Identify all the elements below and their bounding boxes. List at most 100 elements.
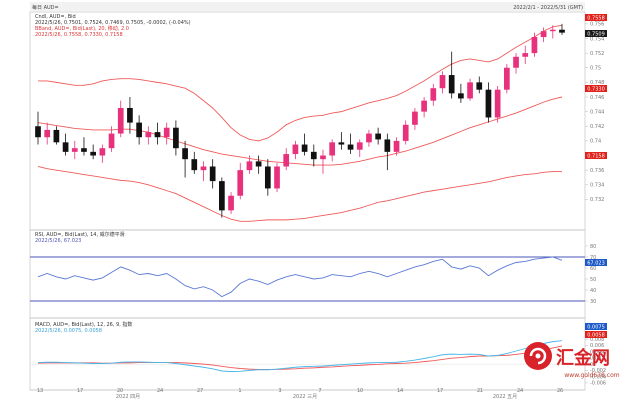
- badge-bb-mid: 0.7330: [585, 85, 607, 93]
- candle: [219, 177, 225, 218]
- bollinger-bands: [37, 24, 563, 222]
- candle-body: [237, 170, 244, 196]
- macd-tick-label: 0.006: [590, 343, 604, 349]
- badge-last-price-text: 0.7509: [587, 32, 605, 38]
- badge-bb-upper-text: 0.7558: [587, 16, 605, 22]
- month-label-may: 2022 五月: [493, 394, 517, 400]
- candle-body: [145, 132, 152, 138]
- price-tick-label: 0.74: [590, 139, 601, 145]
- watermark-brand: 汇金网: [556, 347, 610, 369]
- macd-tick-label: 0.002: [590, 356, 604, 362]
- candle-body: [264, 166, 271, 189]
- badge-rsi-value-text: 67.023: [587, 261, 605, 267]
- rsi-tick-label: 70: [590, 255, 596, 261]
- badge-macd-signal: 0.0058: [585, 331, 607, 339]
- candle: [117, 100, 124, 138]
- macd-series: [37, 340, 563, 373]
- macd-panel-frame: [29, 317, 586, 391]
- top-bar: [30, 2, 585, 11]
- candle-body: [467, 82, 473, 99]
- candle-body: [448, 75, 455, 94]
- candle: [347, 133, 354, 155]
- candle: [393, 137, 400, 156]
- candle: [154, 122, 161, 145]
- candle: [430, 83, 437, 106]
- candle-body: [173, 127, 179, 149]
- candle-body: [522, 53, 529, 57]
- badge-last-price: 0.7509: [585, 30, 607, 38]
- date-tick-label: 7: [318, 388, 321, 394]
- month-label-march: 2022 三月: [293, 394, 317, 400]
- candle: [513, 53, 519, 74]
- badge-bb-lower-text: 0.7158: [587, 154, 605, 160]
- macd-tick-label: 0: [590, 362, 593, 368]
- candle-body: [200, 166, 207, 171]
- date-tick-label: 13: [37, 388, 43, 394]
- macd-legend-line2: 2022/5/26, 0.0075, 0.0058: [35, 328, 102, 334]
- candle: [559, 23, 565, 35]
- candle: [127, 96, 133, 134]
- macd-main-line: [37, 340, 563, 373]
- bb-upper-line: [38, 24, 563, 142]
- price-tick-label: 0.756: [590, 22, 604, 28]
- candle: [209, 159, 216, 189]
- candle-body: [163, 127, 170, 138]
- candle-body: [494, 89, 501, 118]
- top-bar-right-text: 2022/2/1 - 2022/5/31 (GMT): [513, 5, 583, 11]
- candle: [549, 25, 556, 39]
- candle: [35, 111, 41, 145]
- date-tick-label: 21: [477, 388, 483, 394]
- candle-body: [503, 67, 510, 90]
- watermark-logo-dot: [535, 353, 541, 359]
- date-tick-label: 26: [557, 388, 563, 394]
- candle-body: [439, 75, 446, 89]
- candle-body: [476, 82, 483, 90]
- candle-body: [356, 142, 363, 150]
- watermark-logo-mark: [529, 347, 547, 365]
- candle-body: [35, 126, 41, 138]
- macd-tick-label: -0.006: [590, 381, 606, 387]
- candle: [421, 96, 427, 118]
- candle-body: [228, 195, 234, 211]
- price-tick-label: 0.75: [590, 66, 601, 72]
- candle-body: [62, 142, 69, 152]
- rsi-legend-line2: 2022/5/26, 67.023: [35, 238, 81, 244]
- candle-body: [117, 107, 124, 134]
- rsi-tick-label: 80: [590, 244, 596, 250]
- date-tick-label: 24: [157, 388, 163, 394]
- candle: [182, 140, 188, 178]
- candle: [71, 140, 78, 160]
- candle: [375, 127, 381, 145]
- badge-bb-mid-text: 0.7330: [587, 87, 605, 93]
- candle-body: [283, 154, 290, 167]
- candle-body: [421, 100, 427, 112]
- price-tick-label: 0.736: [590, 168, 604, 174]
- price-tick-label: 0.732: [590, 197, 604, 203]
- candle-body: [274, 166, 280, 189]
- candle: [522, 45, 529, 65]
- candle-body: [154, 132, 161, 138]
- bb-lower-line: [37, 166, 562, 222]
- rsi-series: [37, 256, 563, 298]
- candle-body: [402, 124, 409, 141]
- price-axis: 0.756 0.754 0.752 0.75 0.748 0.746 0.744 0.742 0…: [585, 22, 604, 203]
- candle: [237, 162, 244, 200]
- candle-body: [53, 129, 60, 143]
- macd-tick-label: -0.004: [590, 374, 606, 380]
- candle-body: [310, 151, 317, 160]
- candle-body: [393, 140, 400, 152]
- bb-mid-line: [37, 96, 563, 166]
- date-tick-label: 17: [437, 388, 443, 394]
- candle-body: [559, 29, 565, 33]
- price-legend-line3: BBand, AUD=, Bid(Last), 20, 移动, 2.0: [35, 25, 129, 32]
- rsi-tick-label: 40: [590, 288, 596, 294]
- macd-tick-label: 0.004: [590, 349, 604, 355]
- price-panel-frame: [29, 11, 586, 231]
- price-legend-line1: Cndl, AUD=, Bid: [35, 14, 76, 20]
- candle: [338, 132, 345, 150]
- candle: [310, 144, 317, 167]
- candle: [485, 82, 492, 123]
- candle-body: [219, 181, 225, 211]
